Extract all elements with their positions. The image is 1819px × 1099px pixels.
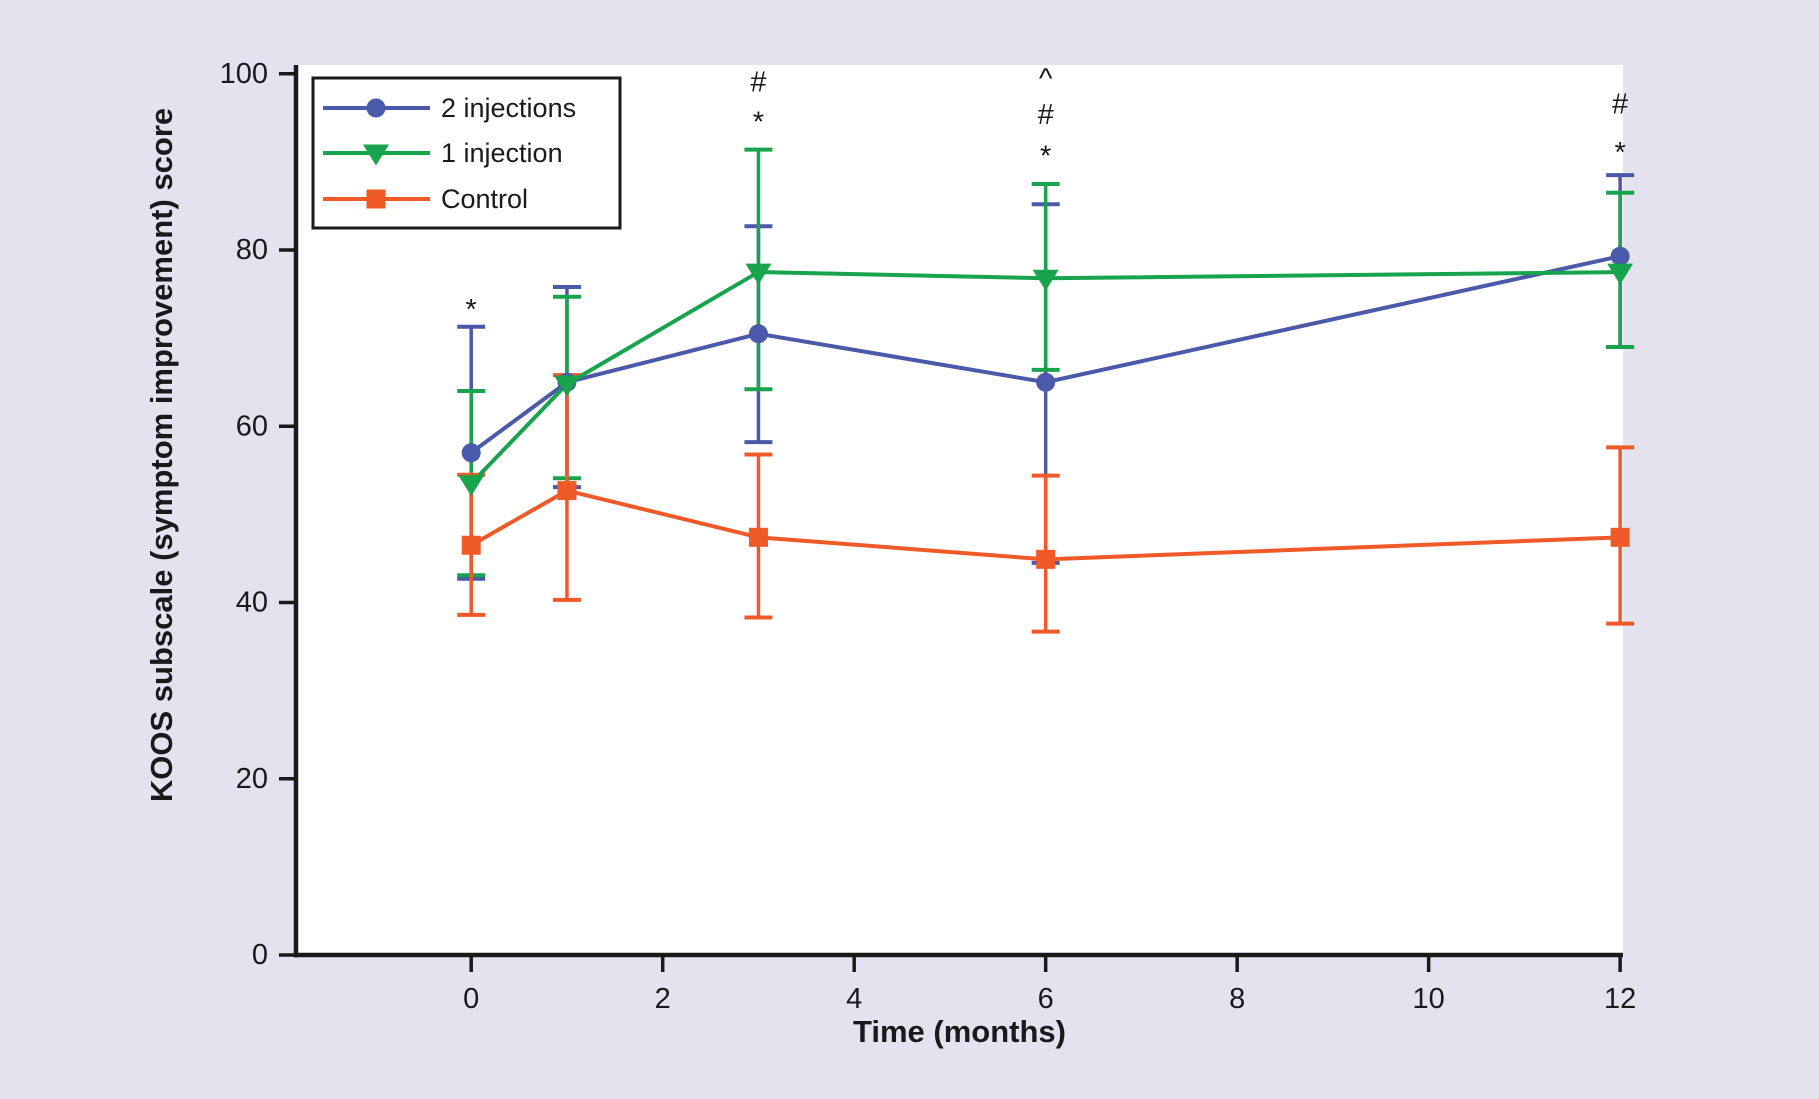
- significance-annotation: *: [1040, 141, 1051, 173]
- marker-2-injections-m12: [1610, 246, 1630, 266]
- y-tick-label: 80: [236, 234, 268, 266]
- significance-annotation: #: [750, 67, 766, 99]
- x-axis-title: Time (months): [853, 1014, 1066, 1049]
- marker-control-m0: [461, 535, 481, 555]
- legend-marker-1-injection: [363, 144, 389, 166]
- marker-1-injection-m6: [1032, 269, 1059, 291]
- legend-label-control: Control: [441, 184, 528, 214]
- significance-annotation: *: [753, 106, 764, 138]
- legend-marker-2-injections: [366, 98, 386, 118]
- marker-control-m1: [557, 481, 577, 501]
- x-tick-label: 2: [655, 983, 671, 1015]
- y-tick-label: 40: [236, 587, 268, 619]
- marker-control-m3: [748, 527, 768, 547]
- marker-2-injections-m6: [1036, 372, 1056, 392]
- x-tick-label: 12: [1604, 983, 1636, 1015]
- marker-1-injection-m3: [745, 263, 772, 285]
- legend-label-2-injections: 2 injections: [441, 93, 576, 123]
- marker-1-injection-m0: [458, 475, 485, 497]
- marker-2-injections-m0: [461, 443, 481, 463]
- significance-annotation: #: [1038, 99, 1054, 131]
- legend-label-1-injection: 1 injection: [441, 138, 563, 168]
- x-tick-label: 6: [1038, 983, 1054, 1015]
- marker-control-m12: [1610, 527, 1630, 547]
- y-tick-label: 0: [252, 939, 268, 971]
- significance-annotation: #: [1612, 89, 1628, 121]
- significance-annotation: ^: [1039, 63, 1053, 95]
- y-tick-label: 100: [220, 58, 268, 90]
- legend-marker-control: [366, 189, 386, 209]
- x-tick-label: 4: [846, 983, 862, 1015]
- marker-1-injection-m12: [1607, 263, 1634, 285]
- y-tick-label: 60: [236, 410, 268, 442]
- significance-annotation: *: [1614, 137, 1625, 169]
- marker-2-injections-m3: [748, 324, 768, 344]
- x-tick-label: 0: [463, 983, 479, 1015]
- marker-1-injection-m1: [553, 375, 580, 397]
- marker-control-m6: [1036, 549, 1056, 569]
- x-tick-label: 8: [1229, 983, 1245, 1015]
- y-tick-label: 20: [236, 763, 268, 795]
- x-tick-label: 10: [1413, 983, 1445, 1015]
- y-axis-title: KOOS subscale (symptom improvement) scor…: [144, 108, 179, 802]
- significance-annotation: *: [466, 294, 477, 326]
